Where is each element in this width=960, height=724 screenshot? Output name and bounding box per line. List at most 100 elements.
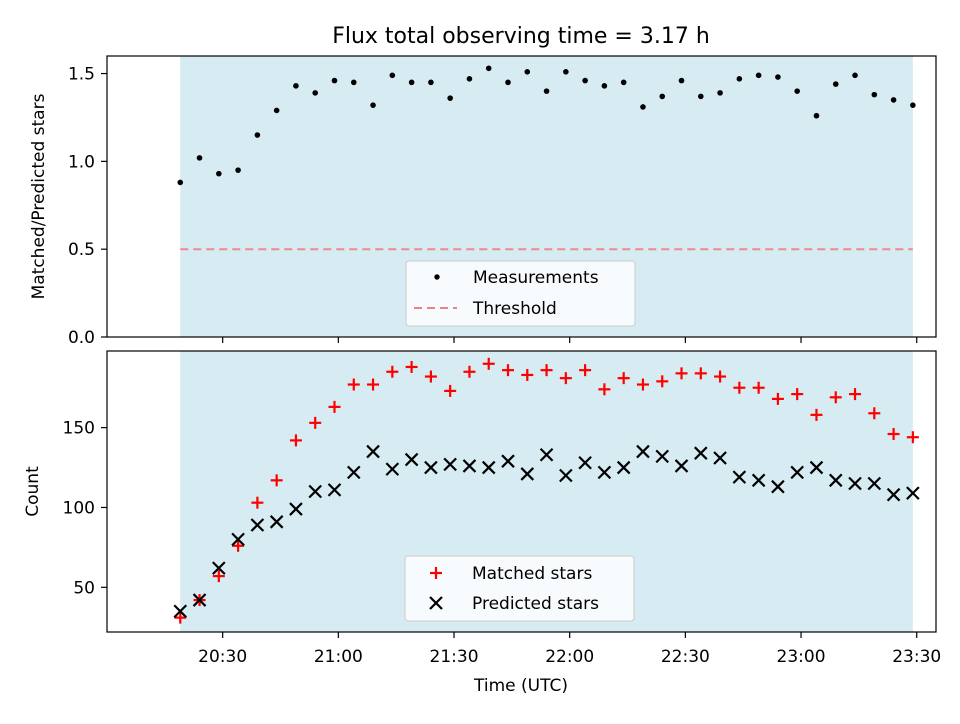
predicted-star-point [597, 465, 612, 480]
predicted-star-point [501, 454, 515, 468]
x-axis-label: Time (UTC) [473, 676, 568, 696]
measurement-point [543, 88, 550, 94]
matched-star-point [559, 372, 572, 385]
measurement-point [254, 132, 261, 138]
matched-star-point [386, 365, 399, 378]
bottom-y-ticks: 50 100 150 [63, 419, 107, 598]
matched-star-point [444, 384, 457, 397]
measurement-point [408, 79, 415, 86]
matched-star-point [212, 570, 225, 583]
measurement-point [485, 65, 492, 72]
matched-star-point [733, 381, 746, 394]
matched-star-point [714, 370, 727, 383]
legend-matched-marker [430, 567, 442, 579]
predicted-star-point [828, 473, 843, 488]
predicted-star-point [173, 604, 188, 619]
measurement-point [678, 77, 685, 84]
matched-star-point [482, 357, 495, 370]
measurement-point [775, 74, 781, 80]
bottom-y-tick-label: 100 [63, 498, 95, 518]
predicted-stars-points [173, 444, 920, 619]
predicted-star-point [616, 460, 631, 475]
predicted-star-point [809, 460, 824, 475]
predicted-star-point [886, 487, 901, 502]
measurement-point [428, 79, 434, 86]
bottom-y-tick-label: 50 [73, 578, 95, 598]
top-y-tick-label: 1.5 [68, 65, 95, 85]
measurement-point [370, 102, 376, 108]
predicted-star-point [366, 444, 380, 459]
measurement-point [350, 79, 357, 86]
measurement-point [582, 77, 588, 84]
measurement-point [852, 72, 858, 79]
measurement-point [466, 76, 473, 82]
bottom-x-ticks: 20:30 21:00 21:30 22:00 22:30 23:00 23:30 [198, 632, 941, 667]
predicted-star-point [520, 467, 535, 481]
predicted-star-point [867, 476, 882, 491]
predicted-star-point [732, 470, 747, 484]
measurement-point [177, 179, 184, 186]
matched-star-point [251, 496, 264, 509]
top-y-axis-label: Matched/Predicted stars [29, 93, 49, 299]
matched-star-point [328, 400, 341, 413]
predicted-star-point [674, 459, 689, 473]
matched-star-point [675, 367, 688, 380]
predicted-star-point [790, 465, 804, 480]
predicted-star-point [906, 486, 920, 500]
x-tick-label: 23:00 [777, 647, 826, 667]
legend-predicted-label: Predicted stars [472, 594, 599, 614]
matched-star-point [270, 474, 283, 487]
x-tick-label: 21:30 [430, 647, 479, 667]
x-tick-label: 22:00 [545, 647, 594, 667]
bottom-legend: Matched stars Predicted stars [404, 555, 635, 622]
predicted-star-point [655, 449, 670, 464]
top-y-tick-label: 1.0 [68, 152, 95, 172]
measurement-point [736, 76, 743, 82]
matched-star-point [636, 378, 649, 391]
legend-measurements-label: Measurements [473, 268, 599, 288]
measurement-point [659, 93, 666, 100]
measurement-point [813, 112, 820, 119]
measurement-point [910, 102, 916, 108]
predicted-star-point [462, 459, 477, 473]
chart-title: Flux total observing time = 3.17 h [332, 24, 710, 49]
measurement-point [601, 83, 608, 89]
matched-star-point [232, 539, 245, 552]
matched-star-point [656, 375, 669, 388]
matched-stars-points [174, 357, 919, 624]
legend-matched-label: Matched stars [472, 564, 592, 584]
matched-star-point [521, 368, 534, 381]
matched-star-point [502, 364, 515, 377]
predicted-star-point [308, 484, 322, 499]
predicted-star-point [636, 444, 650, 459]
predicted-star-point [578, 455, 592, 470]
measurement-point [717, 90, 723, 96]
measurement-point [794, 88, 800, 94]
measurement-point [832, 81, 839, 87]
x-tick-label: 22:30 [661, 647, 710, 667]
predicted-star-point [192, 593, 207, 607]
predicted-star-point [481, 460, 496, 475]
matched-star-point [174, 611, 187, 624]
matched-star-point [906, 431, 919, 444]
measurement-point [890, 97, 897, 103]
matched-star-point [887, 428, 900, 441]
predicted-star-point [327, 483, 342, 497]
predicted-star-point [694, 446, 708, 460]
matched-star-point [617, 372, 630, 385]
top-y-ticks: 0.0 0.5 1.0 1.5 [68, 65, 107, 348]
predicted-star-point [250, 518, 265, 532]
matched-star-point [540, 364, 553, 377]
matched-star-point [868, 407, 881, 420]
predicted-star-point [212, 561, 226, 575]
matched-star-point [289, 434, 302, 447]
matched-star-point [849, 388, 862, 401]
measurement-point [216, 170, 222, 177]
measurement-point [312, 90, 319, 96]
measurement-point [524, 69, 531, 75]
predicted-star-point [289, 502, 303, 516]
top-panel: 0.0 0.5 1.0 1.5 Matched/Predicted stars Mea… [29, 55, 937, 348]
bottom-y-axis-label: Count [23, 466, 43, 517]
